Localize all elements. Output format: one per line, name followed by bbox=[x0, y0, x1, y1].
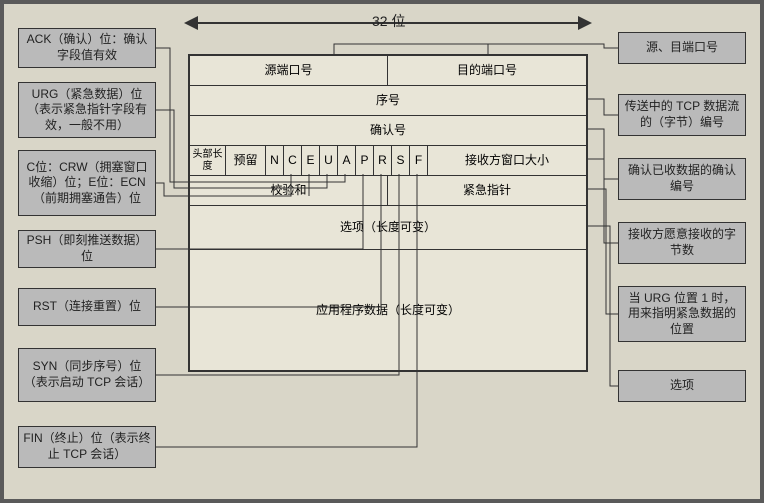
width-arrow-right bbox=[578, 16, 592, 30]
cell-seq: 序号 bbox=[190, 86, 586, 115]
left-label-3: PSH（即刻推送数据）位 bbox=[18, 230, 156, 268]
row-flags: 头部长度 预留 NCEUAPRSF接收方窗口大小 bbox=[190, 146, 586, 176]
right-label-4: 当 URG 位置 1 时，用来指明紧急数据的位置 bbox=[618, 286, 746, 342]
row-data: 应用程序数据（长度可变） bbox=[190, 250, 586, 370]
cell-urgptr: 紧急指针 bbox=[388, 176, 586, 205]
row-ports: 源端口号 目的端口号 bbox=[190, 56, 586, 86]
left-label-6: FIN（终止）位（表示终止 TCP 会话） bbox=[18, 426, 156, 468]
cell-src-port: 源端口号 bbox=[190, 56, 388, 85]
right-label-1: 传送中的 TCP 数据流的（字节）编号 bbox=[618, 94, 746, 136]
left-label-5: SYN（同步序号）位（表示启动 TCP 会话） bbox=[18, 348, 156, 402]
right-label-2: 确认已收数据的确认编号 bbox=[618, 158, 746, 200]
cell-window: 接收方窗口大小 bbox=[428, 146, 586, 175]
left-label-2: C位：CRW（拥塞窗口收缩）位；E位：ECN（前期拥塞通告）位 bbox=[18, 150, 156, 216]
width-arrow-left bbox=[184, 16, 198, 30]
row-options: 选项（长度可变） bbox=[190, 206, 586, 250]
flag-P: P bbox=[356, 146, 374, 175]
right-label-0: 源、目端口号 bbox=[618, 32, 746, 64]
right-label-5: 选项 bbox=[618, 370, 746, 402]
left-label-0: ACK（确认）位：确认字段值有效 bbox=[18, 28, 156, 68]
row-cksum-urg: 校验和 紧急指针 bbox=[190, 176, 586, 206]
flag-C: C bbox=[284, 146, 302, 175]
cell-reserved: 预留 bbox=[226, 146, 266, 175]
flag-S: S bbox=[392, 146, 410, 175]
cell-checksum: 校验和 bbox=[190, 176, 388, 205]
flag-A: A bbox=[338, 146, 356, 175]
cell-acknum: 确认号 bbox=[190, 116, 586, 145]
cell-options: 选项（长度可变） bbox=[190, 206, 586, 249]
cell-hlen: 头部长度 bbox=[190, 146, 226, 175]
flag-F: F bbox=[410, 146, 428, 175]
diagram-canvas: 32 位 ACK（确认）位：确认字段值有效 URG（紧急数据）位（表示紧急指针字段… bbox=[0, 0, 764, 503]
left-label-1: URG（紧急数据）位（表示紧急指针字段有效，一般不用） bbox=[18, 82, 156, 138]
width-title: 32 位 bbox=[372, 11, 405, 31]
cell-dst-port: 目的端口号 bbox=[388, 56, 586, 85]
row-ack: 确认号 bbox=[190, 116, 586, 146]
right-label-3: 接收方愿意接收的字节数 bbox=[618, 222, 746, 264]
flag-E: E bbox=[302, 146, 320, 175]
left-label-4: RST（连接重置）位 bbox=[18, 288, 156, 326]
tcp-header-table: 源端口号 目的端口号 序号 确认号 头部长度 预留 NCEUAPRSF接收方窗口… bbox=[188, 54, 588, 372]
flag-U: U bbox=[320, 146, 338, 175]
flag-N: N bbox=[266, 146, 284, 175]
flag-R: R bbox=[374, 146, 392, 175]
row-seq: 序号 bbox=[190, 86, 586, 116]
cell-appdata: 应用程序数据（长度可变） bbox=[190, 250, 586, 370]
